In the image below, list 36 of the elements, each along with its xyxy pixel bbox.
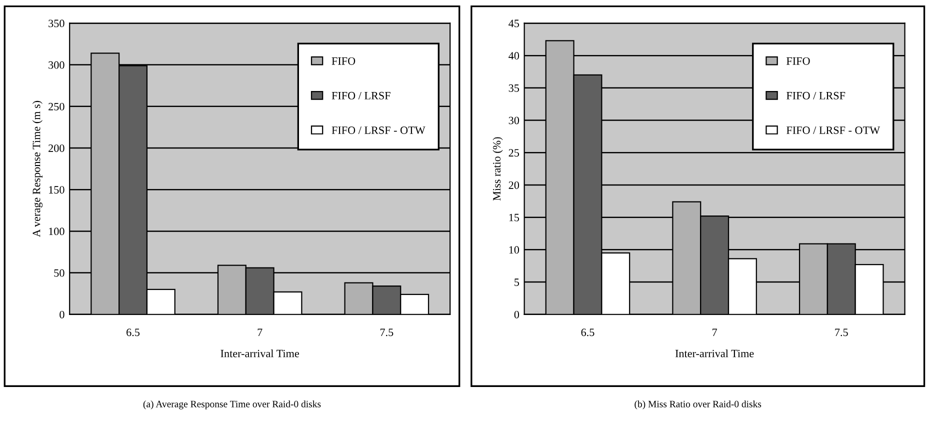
x-tick-label: 7.5 [835,328,848,336]
y-tick-label: 10 [509,246,520,254]
legend-label: FIFO [786,57,810,65]
x-tick-label: 7 [712,328,718,336]
y-tick-label: 300 [48,61,64,69]
y-tick-label: 35 [508,84,520,92]
y-tick-label: 150 [49,186,64,194]
y-tick-label: 350 [48,20,64,28]
legend-label: FIFO / LRSF [332,92,390,100]
y-axis-title: Miss ratio (%) [492,137,503,201]
y-tick-label: 40 [508,52,520,60]
x-tick-label: 7.5 [380,328,394,336]
y-axis-title: A verage Response Time (m s) [32,100,43,238]
y-tick-label: 100 [49,228,64,236]
y-tick-label: 50 [54,269,64,277]
x-axis-title: Inter-arrival Time [675,349,754,358]
y-tick-label: 0 [514,310,520,318]
x-tick-label: 6.5 [126,328,140,336]
legend-label: FIFO [332,57,356,65]
legend-label: FIFO / LRSF - OTW [332,126,426,134]
y-tick-label: 250 [48,102,64,110]
y-tick-label: 20 [508,181,520,189]
legend-label: FIFO / LRSF [786,92,846,100]
y-tick-label: 45 [508,20,520,28]
text: (b) Miss Ratio over Raid-0 disks [634,400,762,410]
y-tick-label: 200 [48,144,64,152]
legend-label: FIFO / LRSF - OTW [786,126,880,134]
x-tick-label: 6.5 [581,328,594,336]
y-tick-label: 5 [514,278,520,286]
x-axis-title: Inter-arrival Time [220,349,299,358]
y-tick-label: 15 [509,214,520,222]
y-tick-label: 0 [60,310,64,318]
text: (a) Average Response Time over Raid-0 disks [143,400,321,410]
y-tick-label: 25 [508,149,520,157]
x-tick-label: 7 [258,328,262,336]
y-tick-label: 30 [508,116,520,124]
